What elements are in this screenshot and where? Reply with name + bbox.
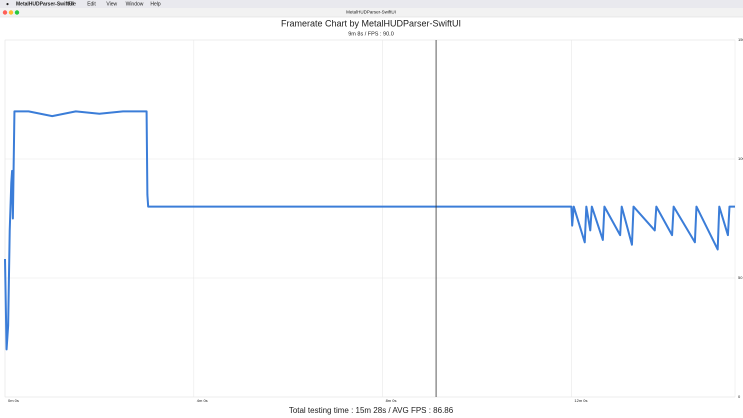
menu-item[interactable]: File [68,1,76,7]
menu-items: File Edit View Window Help [68,1,161,7]
minimize-button[interactable] [8,10,14,15]
y-tick-label: 0 [738,394,741,399]
menu-app[interactable]: MetalHUDParser-SwiftUI [16,1,74,7]
chart-footer: Total testing time : 15m 28s / AVG FPS :… [289,406,454,415]
y-tick-label: 150 [738,37,743,42]
chart-title: Framerate Chart by MetalHUDParser-SwiftU… [281,18,461,28]
x-tick-label: 4m 0s [197,398,208,403]
zoom-button[interactable] [14,10,20,15]
x-tick-label: 12m 0s [574,398,587,403]
y-tick-label: 50 [738,275,743,280]
y-tick-label: 100 [738,156,743,161]
apple-icon[interactable]: ● [6,1,9,7]
x-tick-label: 8m 0s [386,398,397,403]
window-title: MetalHUDParser-SwiftUI [346,10,396,15]
chart-subtitle: 9m 8s / FPS : 90.0 [348,31,394,37]
menu-bar [0,0,743,8]
close-button[interactable] [2,10,8,15]
fps-line [4,110,735,351]
menu-item[interactable]: View [106,1,117,7]
title-bar [0,8,743,17]
menu-item[interactable]: Help [150,1,161,7]
menu-item[interactable]: Edit [87,1,96,7]
x-tick-label: 0m 0s [8,398,19,403]
menu-item[interactable]: Window [126,1,144,7]
